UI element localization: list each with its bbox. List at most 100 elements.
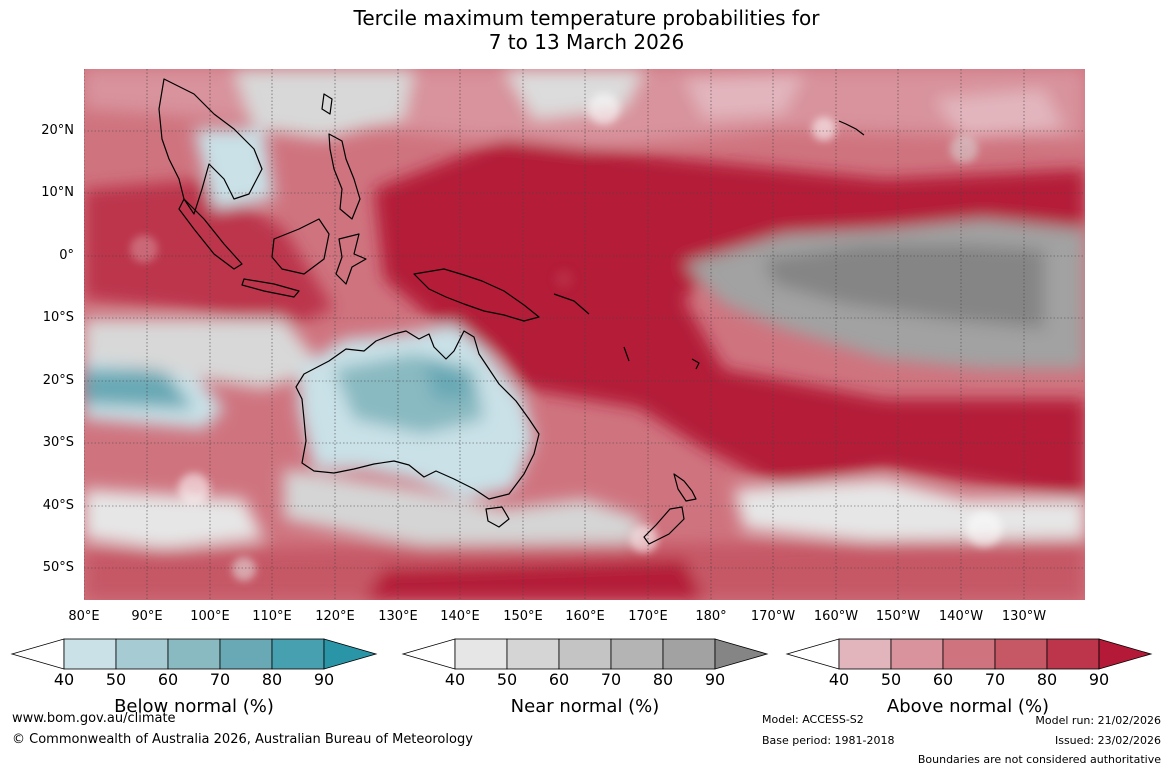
colorbar-near-tick-80: 80 xyxy=(652,670,674,689)
colorbar-below-segment-0 xyxy=(10,638,65,670)
new-zealand-south-outline xyxy=(643,506,685,545)
solomon-islands-outline xyxy=(553,293,590,315)
coastlines xyxy=(158,78,865,545)
lat-label-10n: 10°N xyxy=(41,185,74,200)
title-line-2: 7 to 13 March 2026 xyxy=(488,30,685,54)
title-line-1: Tercile maximum temperature probabilitie… xyxy=(353,6,820,30)
colorbar-above-tick-70: 70 xyxy=(984,670,1006,689)
colorbar-above-tick-80: 80 xyxy=(1036,670,1058,689)
indochina-outline xyxy=(158,78,263,215)
footer-copyright: © Commonwealth of Australia 2026, Austra… xyxy=(12,732,473,747)
colorbar-near-tick-60: 60 xyxy=(548,670,570,689)
footer-base-period: Base period: 1981-2018 xyxy=(762,734,895,747)
australia-outline xyxy=(295,330,540,500)
lat-label-50s: 50°S xyxy=(42,560,74,575)
colorbar-near xyxy=(401,638,769,670)
colorbar-below-tick-60: 60 xyxy=(157,670,179,689)
lat-label-30s: 30°S xyxy=(42,435,74,450)
colorbar-near-segment-2 xyxy=(506,638,560,670)
java-outline xyxy=(241,278,300,298)
colorbar-above-segment-6 xyxy=(1098,638,1153,670)
lon-label-160w: 160°W xyxy=(813,609,859,624)
lon-label-170e: 170°E xyxy=(628,609,668,624)
probability-map xyxy=(84,69,1085,600)
colorbar-above-tick-40: 40 xyxy=(828,670,850,689)
lon-label-150e: 150°E xyxy=(503,609,543,624)
colorbar-above-segment-4 xyxy=(994,638,1048,670)
footer-disclaimer: Boundaries are not considered authoritat… xyxy=(917,753,1161,766)
taiwan-outline xyxy=(321,93,333,115)
colorbar-below-segment-4 xyxy=(219,638,273,670)
colorbar-above-segment-0 xyxy=(785,638,840,670)
philippines-outline xyxy=(328,133,361,220)
lon-label-100e: 100°E xyxy=(190,609,230,624)
lon-label-130w: 130°W xyxy=(1001,609,1047,624)
colorbar-above-segment-5 xyxy=(1046,638,1100,670)
sumatra-outline xyxy=(178,198,243,270)
footer-model-run: Model run: 21/02/2026 xyxy=(1035,714,1161,727)
probability-field xyxy=(84,69,1085,600)
colorbar-near-tick-40: 40 xyxy=(444,670,466,689)
footer-issued: Issued: 23/02/2026 xyxy=(1054,734,1161,747)
colorbar-near-segment-3 xyxy=(558,638,612,670)
footer-url: www.bom.gov.au/climate xyxy=(12,711,176,726)
colorbar-near-label: Near normal (%) xyxy=(510,696,660,717)
lat-label-0: 0° xyxy=(59,248,74,263)
lat-label-20s: 20°S xyxy=(42,373,74,388)
colorbar-above-label: Above normal (%) xyxy=(886,696,1050,717)
lat-label-20n: 20°N xyxy=(41,123,74,138)
colorbar-above-segment-2 xyxy=(890,638,944,670)
colorbar-below-tick-70: 70 xyxy=(209,670,231,689)
colorbar-below-tick-40: 40 xyxy=(53,670,75,689)
lon-label-90e: 90°E xyxy=(131,609,163,624)
fiji-outline xyxy=(691,358,700,370)
colorbar-near-segment-4 xyxy=(610,638,664,670)
lat-label-40s: 40°S xyxy=(42,498,74,513)
lon-label-180: 180° xyxy=(695,609,727,624)
colorbar-near-tick-70: 70 xyxy=(600,670,622,689)
colorbar-below-tick-80: 80 xyxy=(261,670,283,689)
map-title: Tercile maximum temperature probabilitie… xyxy=(0,6,1173,54)
lon-label-140e: 140°E xyxy=(440,609,480,624)
hawaii-outline xyxy=(838,120,865,136)
colorbar-near-tick-90: 90 xyxy=(704,670,726,689)
colorbar-near-segment-6 xyxy=(714,638,769,670)
lon-label-80e: 80°E xyxy=(68,609,100,624)
colorbar-above-tick-90: 90 xyxy=(1088,670,1110,689)
map-svg xyxy=(84,69,1085,600)
lon-label-110e: 110°E xyxy=(252,609,292,624)
colorbar-below-segment-6 xyxy=(323,638,378,670)
colorbar-above-tick-60: 60 xyxy=(932,670,954,689)
lon-label-130e: 130°E xyxy=(378,609,418,624)
lat-label-10s: 10°S xyxy=(42,310,74,325)
colorbar-near-tick-50: 50 xyxy=(496,670,518,689)
lon-label-120e: 120°E xyxy=(315,609,355,624)
colorbar-below-segment-5 xyxy=(271,638,325,670)
new-zealand-outline xyxy=(673,473,697,502)
colorbar-above-segment-3 xyxy=(942,638,996,670)
colorbar-below-label: Below normal (%) xyxy=(114,696,274,717)
borneo-outline xyxy=(271,218,330,275)
colorbar-below xyxy=(10,638,378,670)
colorbar-near-segment-0 xyxy=(401,638,456,670)
footer-model: Model: ACCESS-S2 xyxy=(762,713,864,726)
lon-label-140w: 140°W xyxy=(938,609,984,624)
colorbar-below-segment-3 xyxy=(167,638,221,670)
colorbar-below-segment-2 xyxy=(115,638,169,670)
tasmania-outline xyxy=(485,506,510,528)
lon-label-150w: 150°W xyxy=(875,609,921,624)
colorbar-above-tick-50: 50 xyxy=(880,670,902,689)
lon-label-170w: 170°W xyxy=(750,609,796,624)
lon-label-160e: 160°E xyxy=(565,609,605,624)
colorbar-near-segment-5 xyxy=(662,638,716,670)
colorbar-above-segment-1 xyxy=(838,638,892,670)
vanuatu-outline xyxy=(623,346,630,362)
colorbar-above xyxy=(785,638,1153,670)
colorbar-below-tick-50: 50 xyxy=(105,670,127,689)
graticule xyxy=(84,69,1085,600)
colorbar-near-segment-1 xyxy=(454,638,508,670)
new-guinea-outline xyxy=(413,268,540,322)
sulawesi-outline xyxy=(335,233,367,285)
colorbar-below-tick-90: 90 xyxy=(313,670,335,689)
colorbar-below-segment-1 xyxy=(63,638,117,670)
